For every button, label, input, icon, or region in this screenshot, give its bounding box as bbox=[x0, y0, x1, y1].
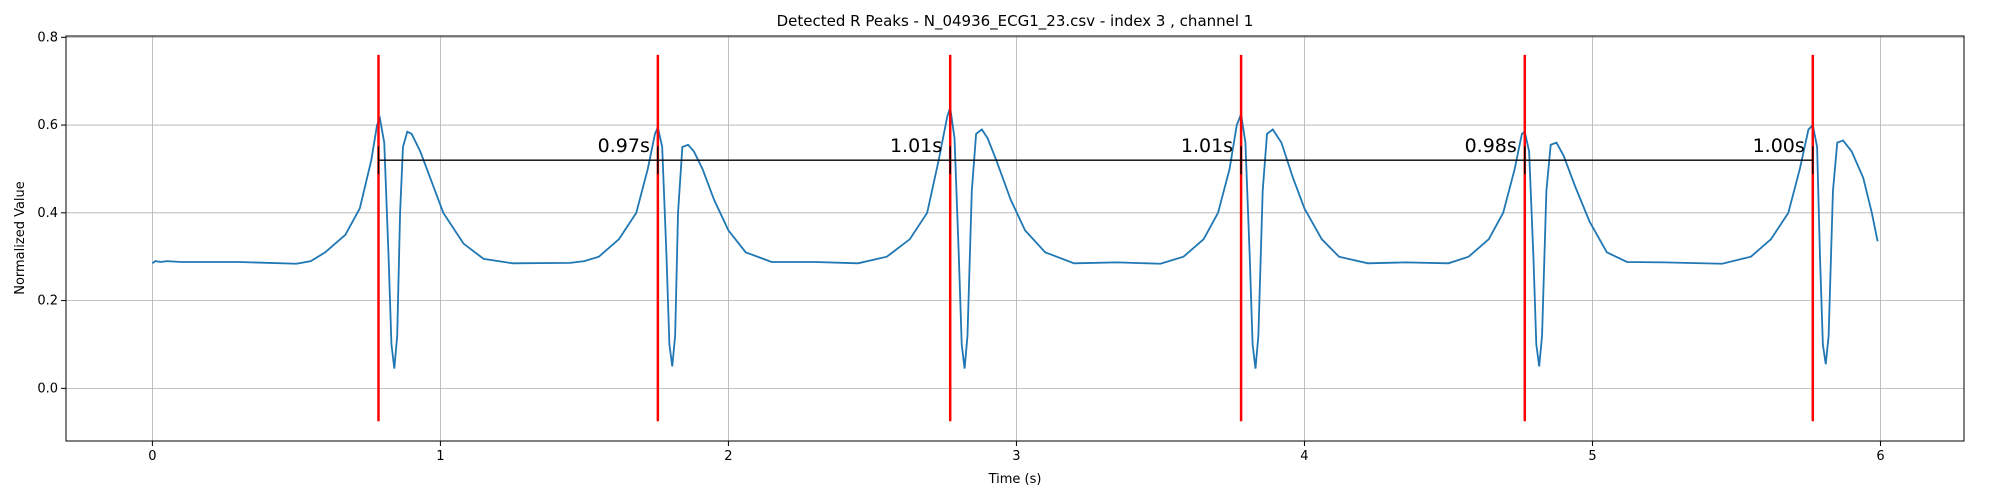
y-tick-label: 0.2 bbox=[37, 294, 58, 309]
y-tick-label: 0.8 bbox=[37, 30, 58, 45]
interval-label: 1.01s bbox=[1181, 135, 1233, 157]
y-axis-label: Normalized Value bbox=[13, 181, 28, 295]
x-tick-label: 1 bbox=[436, 449, 444, 464]
y-tick-label: 0.0 bbox=[37, 381, 58, 396]
interval-label: 1.00s bbox=[1753, 135, 1805, 157]
x-tick-label: 2 bbox=[724, 449, 732, 464]
plot-frame bbox=[65, 35, 1965, 442]
x-tick-label: 4 bbox=[1300, 449, 1308, 464]
x-axis-label: Time (s) bbox=[988, 472, 1042, 487]
x-tick-label: 3 bbox=[1012, 449, 1020, 464]
interval-label: 1.01s bbox=[890, 135, 942, 157]
y-tick-label: 0.6 bbox=[37, 118, 58, 133]
interval-label: 0.98s bbox=[1465, 135, 1517, 157]
interval-label: 0.97s bbox=[598, 135, 650, 157]
ecg-line bbox=[151, 107, 1879, 369]
x-tick-label: 6 bbox=[1876, 449, 1884, 464]
x-tick-label: 5 bbox=[1588, 449, 1596, 464]
y-tick-label: 0.4 bbox=[37, 206, 58, 221]
chart-title: Detected R Peaks - N_04936_ECG1_23.csv -… bbox=[777, 12, 1254, 31]
x-tick-label: 0 bbox=[148, 449, 156, 464]
